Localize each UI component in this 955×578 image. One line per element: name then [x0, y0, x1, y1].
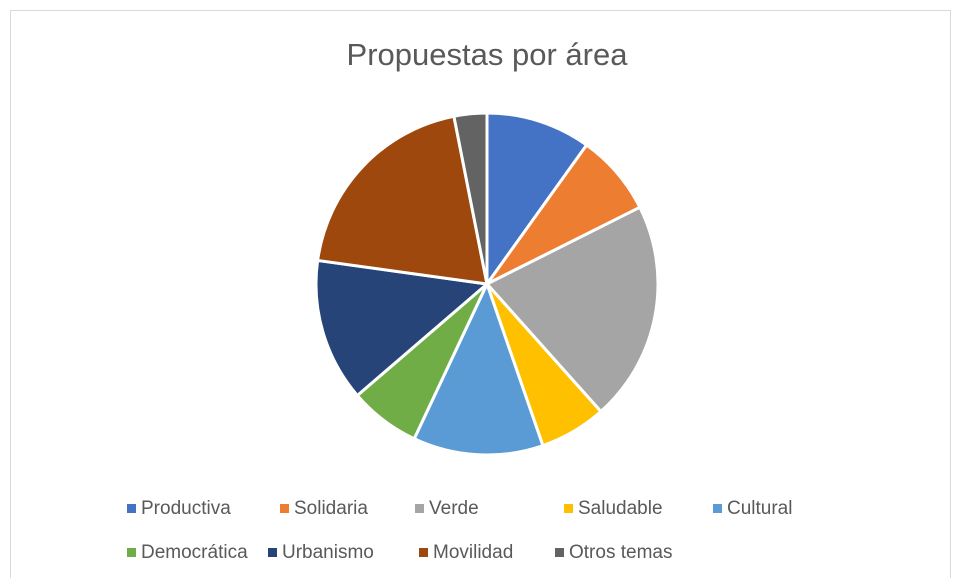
chart-title: Propuestas por área [347, 37, 629, 72]
legend-swatch [268, 548, 277, 557]
legend-label: Solidaria [294, 498, 368, 519]
legend-label: Otros temas [569, 542, 672, 563]
pie-slice [485, 111, 589, 286]
legend-label: Urbanismo [282, 542, 374, 563]
pie-slice [314, 258, 489, 397]
legend-swatch [555, 548, 564, 557]
legend-swatch [713, 504, 722, 513]
pie-slice [485, 205, 660, 414]
legend-swatch [127, 548, 136, 557]
legend-swatch [564, 504, 573, 513]
legend-label: Movilidad [433, 542, 513, 563]
pie-slice [316, 114, 489, 286]
legend-swatch [419, 548, 428, 557]
legend-swatch [415, 504, 424, 513]
legend-label: Democrática [141, 542, 248, 563]
legend-label: Cultural [727, 498, 792, 519]
pie-slice [412, 282, 545, 457]
pie-slice [452, 111, 489, 286]
legend-swatch [280, 504, 289, 513]
legend-swatch [127, 504, 136, 513]
legend-label: Saludable [578, 498, 663, 519]
legend-label: Productiva [141, 498, 231, 519]
legend-label: Verde [429, 498, 479, 519]
